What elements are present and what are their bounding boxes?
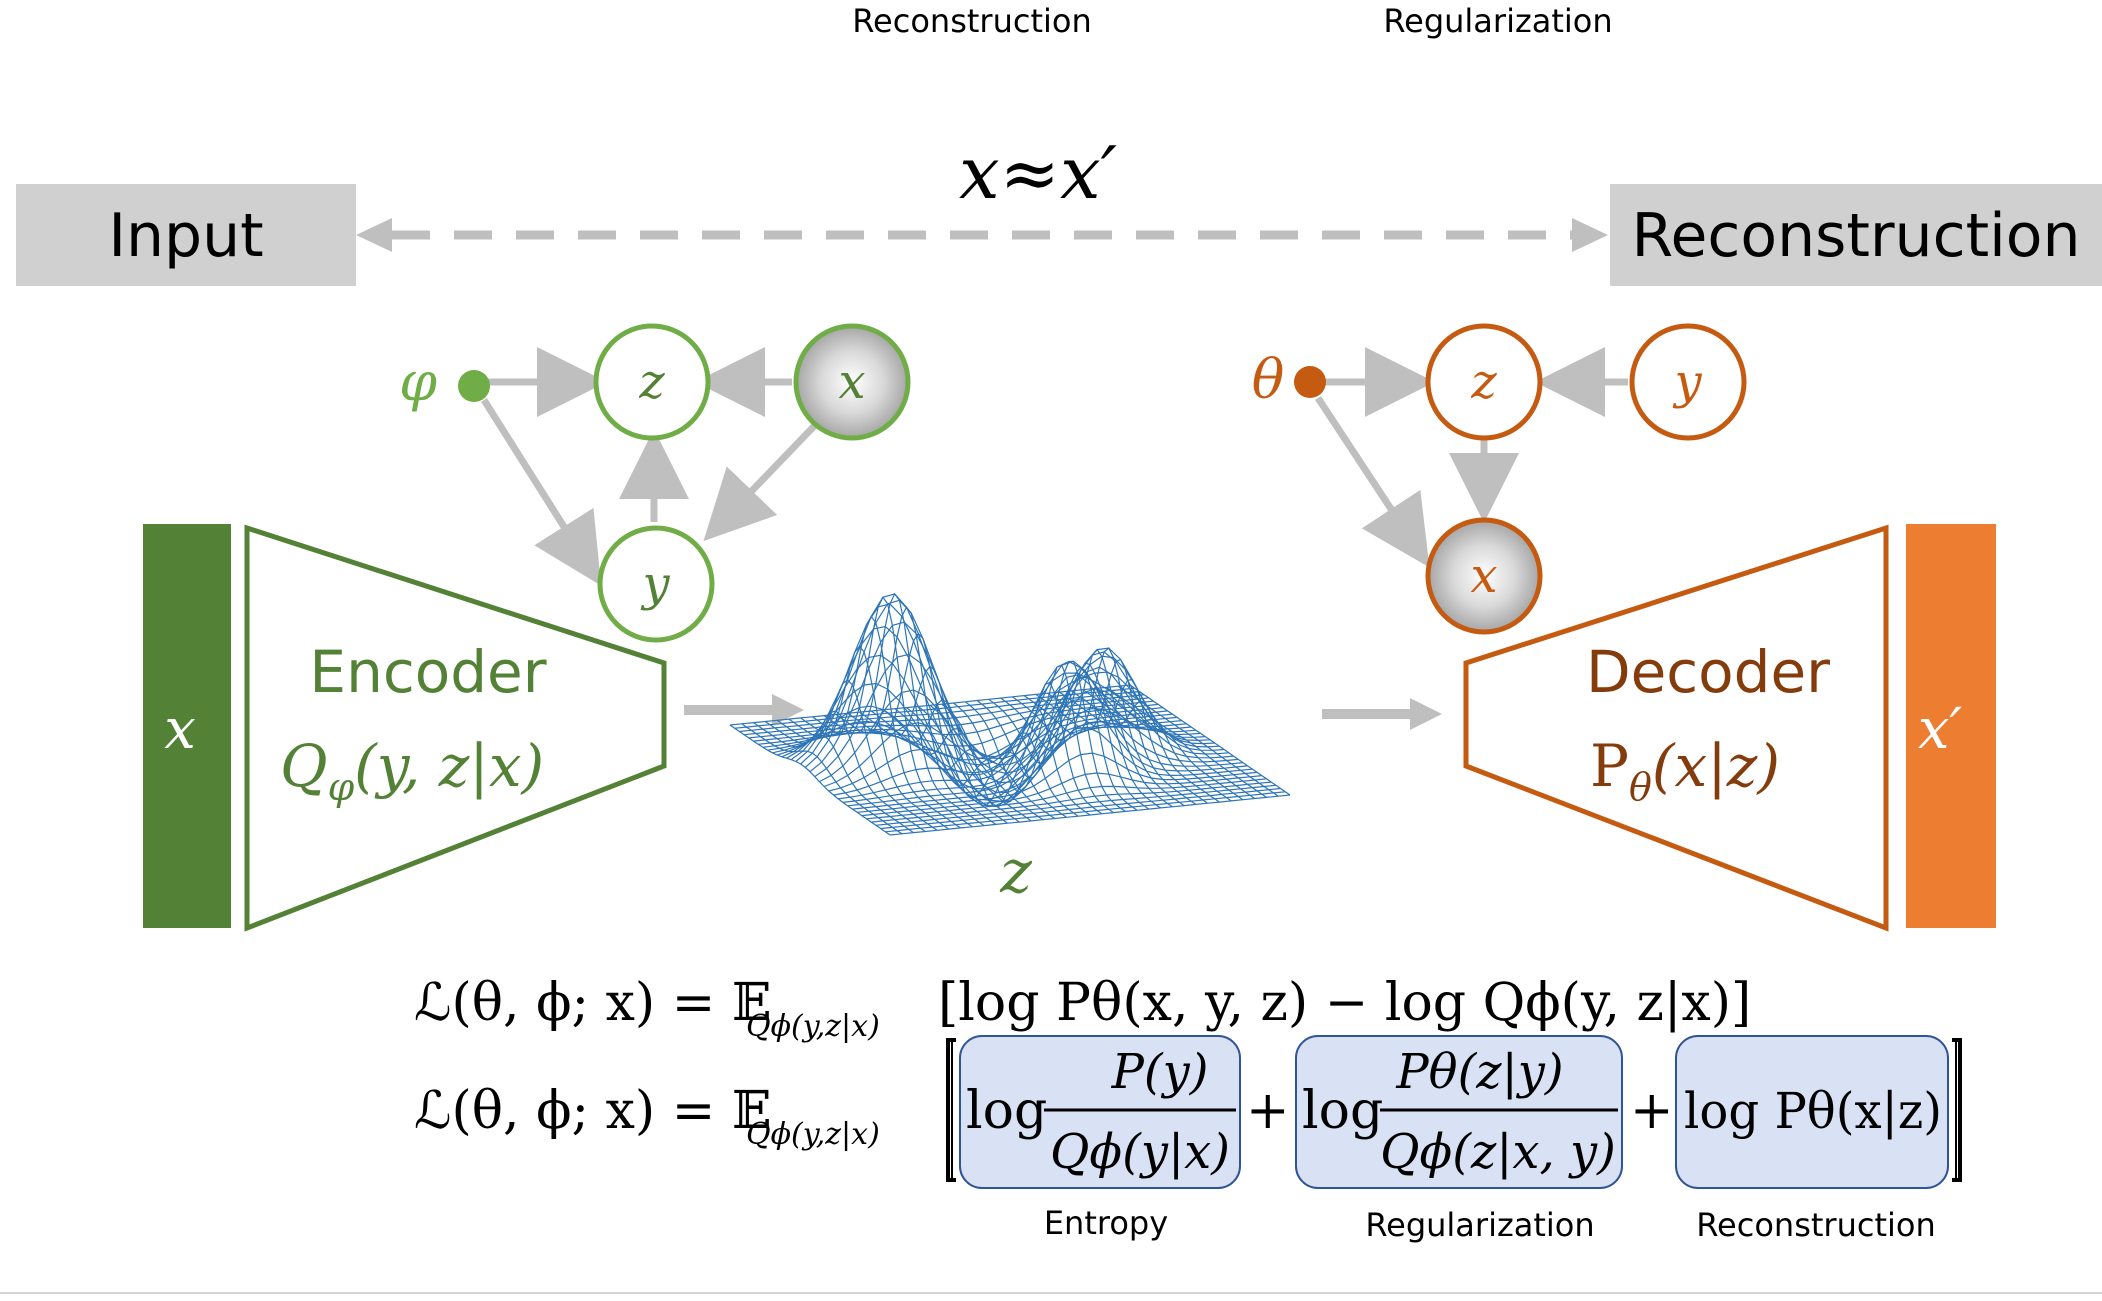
mesh-line — [823, 671, 1225, 788]
encoder-node-y-label: y — [640, 556, 670, 612]
mesh-line — [758, 703, 1159, 747]
mesh-line — [838, 660, 1239, 800]
decoder-output-bar-label: x′ — [1918, 697, 1963, 762]
mesh-line — [880, 787, 1281, 830]
encoder-param-label: φ — [399, 350, 437, 413]
mesh-line — [857, 752, 1258, 813]
mesh-line — [833, 660, 1234, 796]
bottom-divider — [0, 1292, 2102, 1294]
decoder-trapezoid — [1463, 524, 1889, 932]
mesh-line — [804, 599, 1206, 774]
mesh-line — [776, 679, 938, 831]
encoder-node-y — [597, 525, 715, 643]
approx-label: x≈x′ — [959, 131, 1117, 215]
decoder-param-label: θ — [1252, 348, 1285, 411]
encoder-formula: Qφ(y, z|x) — [280, 732, 544, 809]
mesh-line — [767, 710, 1168, 776]
mesh-line — [842, 674, 1243, 803]
mesh-line — [871, 781, 1272, 823]
encoder-param-dot — [458, 370, 490, 402]
eq2-lhs: ℒ(θ, ϕ; x) = 𝔼 — [414, 1081, 771, 1141]
mesh-line — [786, 654, 1187, 808]
encoder-input-bar-label: x — [164, 697, 196, 762]
edge-x-y — [703, 417, 823, 542]
term-entropy-denominator: Qϕ(y|x) — [1050, 1124, 1230, 1180]
arrow-right-head — [1572, 218, 1608, 252]
mesh-line — [739, 690, 1140, 733]
term-entropy-box — [959, 1035, 1241, 1189]
mesh-line — [866, 778, 1267, 820]
mesh-line — [729, 684, 1131, 726]
term-regularization-box — [1295, 1035, 1623, 1189]
flow-arrow-encoder-head — [772, 694, 804, 726]
decoder-node-y-label: y — [1672, 354, 1702, 410]
input-label: Input — [108, 201, 263, 271]
plus-1: + — [1246, 1081, 1290, 1141]
flow-arrow-decoder-head — [1410, 698, 1442, 730]
term-reconstruction-body: log Pθ(x|z) — [1684, 1082, 1942, 1140]
edge-theta-x — [1315, 396, 1430, 568]
encoder-trapezoid — [244, 524, 667, 932]
encoder-node-z-label: z — [638, 354, 665, 410]
eq2-expect-sub: Qϕ(y,z|x) — [746, 1117, 880, 1152]
decoder-node-y — [1629, 323, 1747, 441]
eq1-lhs: ℒ(θ, ϕ; x) = 𝔼 — [414, 973, 771, 1033]
arrow-left-head — [356, 218, 392, 252]
term-entropy-numerator: P(y) — [1111, 1044, 1209, 1100]
input-box — [16, 184, 356, 286]
latent-label: z — [999, 837, 1032, 907]
mesh-line — [861, 772, 1262, 817]
top-label-reconstruction: Reconstruction — [852, 2, 1091, 40]
reconstruction-label: Reconstruction — [1631, 201, 2080, 271]
eq1-body: [log Pθ(x, y, z) − log Qϕ(y, z|x)] — [938, 973, 1751, 1033]
mesh-line — [885, 791, 1286, 833]
eq1-expect-sub: Qϕ(y,z|x) — [746, 1009, 880, 1044]
top-label-regularization: Regularization — [1383, 2, 1612, 40]
term-regularization-caption: Regularization — [1365, 1206, 1594, 1244]
mesh-line — [847, 698, 1248, 807]
mesh-line — [875, 784, 1276, 826]
plus-2: + — [1630, 1081, 1674, 1141]
decoder-output-bar — [1906, 524, 1996, 928]
term-regularization-numerator: Pθ(z|y) — [1395, 1044, 1563, 1100]
decoder-node-x — [1425, 517, 1543, 635]
encoder-node-x-label: x — [838, 354, 865, 410]
encoder-input-bar — [143, 524, 231, 928]
mesh-line — [800, 593, 1201, 784]
term-entropy-prefix: log — [966, 1081, 1047, 1141]
decoder-param-dot — [1294, 366, 1326, 398]
mesh-line — [744, 694, 1145, 736]
mesh-line — [889, 794, 1291, 836]
mesh-line — [852, 726, 1253, 810]
latent-mesh-surface — [729, 592, 1291, 836]
mesh-line — [819, 655, 1220, 783]
decoder-node-z-label: z — [1470, 354, 1497, 410]
decoder-title: Decoder — [1586, 638, 1830, 706]
term-regularization-prefix: log — [1302, 1081, 1383, 1141]
encoder-title: Encoder — [309, 638, 546, 706]
term-entropy-caption: Entropy — [1044, 1204, 1168, 1242]
reconstruction-box — [1610, 184, 2102, 286]
mesh-line — [748, 697, 1149, 739]
term-reconstruction-box — [1675, 1035, 1949, 1189]
term-reconstruction-caption: Reconstruction — [1696, 1206, 1935, 1244]
decoder-node-z — [1425, 323, 1543, 441]
encoder-node-x — [793, 323, 911, 441]
decoder-formula: Pθ(x|z) — [1590, 732, 1780, 809]
encoder-node-z — [593, 323, 711, 441]
decoder-node-x-label: x — [1470, 548, 1497, 604]
term-regularization-denominator: Qϕ(z|x, y) — [1380, 1124, 1616, 1180]
edge-phi-y — [481, 398, 602, 586]
